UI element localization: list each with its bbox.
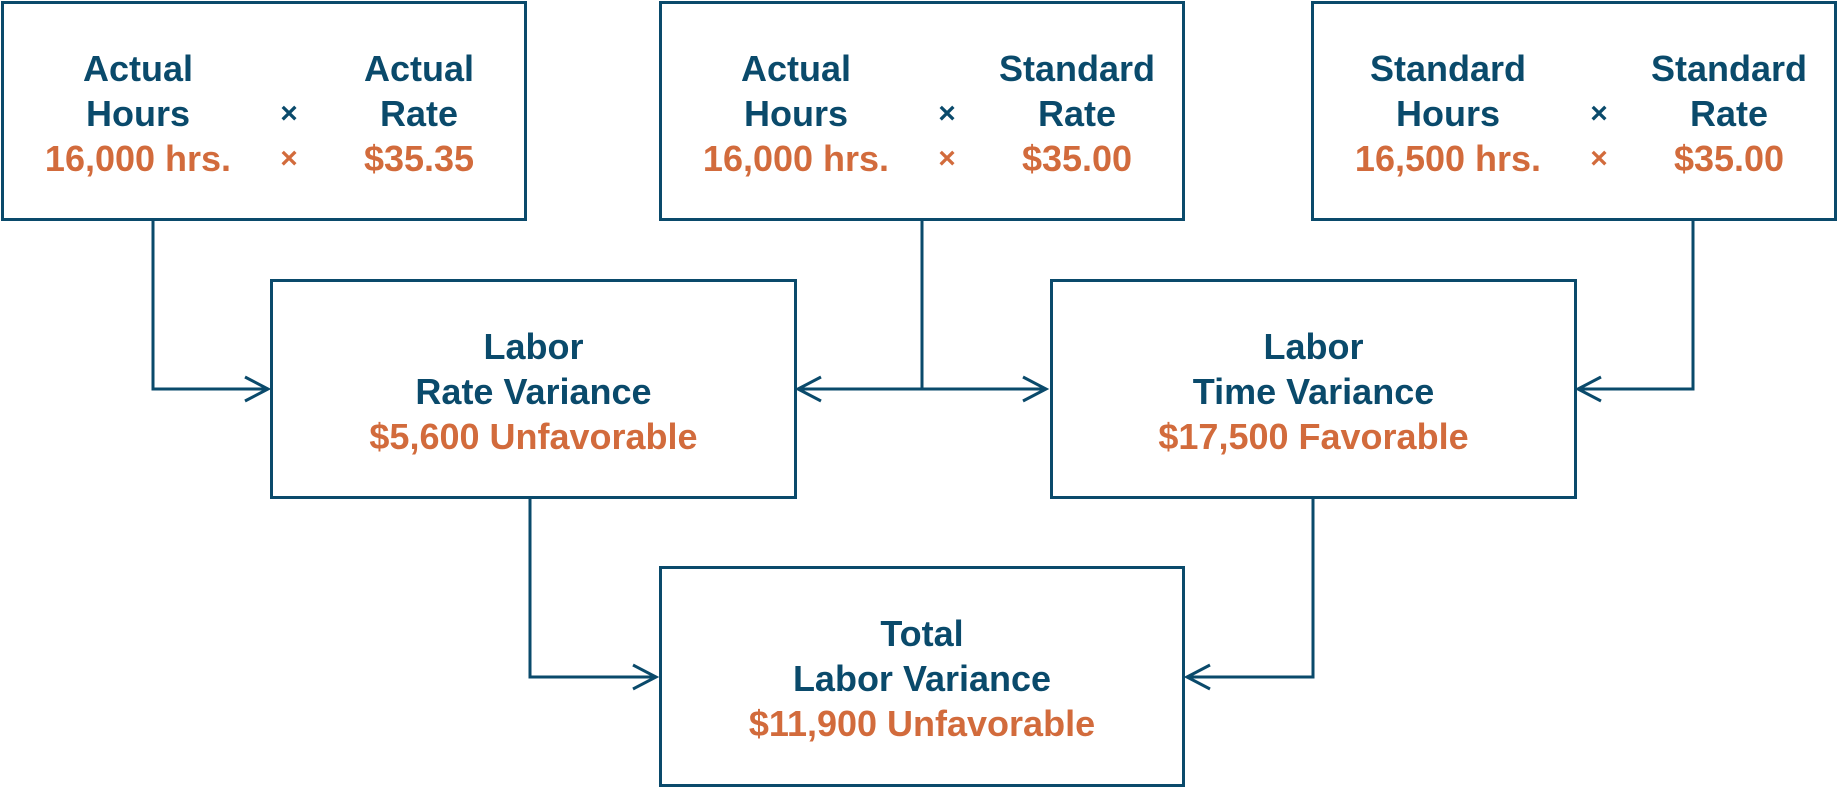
arrowhead-rate-variance-right [794, 375, 822, 403]
labor-time-variance-title-line2: Time Variance [1192, 371, 1435, 412]
actual-hours-standard-rate-box: Actual Hours × Standard Rate 16,000 hrs.… [659, 1, 1185, 221]
standard-rate-label: Standard Rate [998, 48, 1156, 134]
total-labor-variance-value: $11,900 Unfavorable [748, 703, 1096, 744]
arrowhead-total-left [632, 663, 660, 691]
actual-hours-label: Actual Hours [82, 48, 194, 134]
actual-rate-label: Actual Rate [363, 48, 475, 134]
arrowhead-time-variance-right [1574, 375, 1602, 403]
labor-rate-variance-text: Labor Rate Variance $5,600 Unfavorable [273, 324, 794, 459]
standard-rate-label: Standard Rate [1650, 48, 1808, 134]
total-labor-variance-text: Total Labor Variance $11,900 Unfavorable [662, 611, 1182, 746]
multiply-symbol: × [938, 142, 956, 175]
standard-hours-value: 16,500 hrs. [1354, 138, 1542, 179]
labor-rate-variance-title-line2: Rate Variance [415, 371, 652, 412]
arrowhead-time-variance-left [1022, 375, 1050, 403]
arrowhead-rate-variance-left [244, 375, 272, 403]
labor-rate-variance-box: Labor Rate Variance $5,600 Unfavorable [270, 279, 797, 499]
multiply-symbol: × [1590, 97, 1608, 130]
labor-rate-variance-value: $5,600 Unfavorable [369, 416, 698, 457]
actual-rate-value: $35.35 [363, 138, 475, 179]
labor-rate-variance-title-line1: Labor [483, 326, 584, 367]
connector-rate-variance-to-total [528, 498, 656, 679]
actual-hours-label: Actual Hours [740, 48, 852, 134]
standard-hours-label: Standard Hours [1369, 48, 1527, 134]
standard-rate-value: $35.00 [1021, 138, 1133, 179]
labor-time-variance-value: $17,500 Favorable [1158, 416, 1469, 457]
standard-hours-standard-rate-box: Standard Hours × Standard Rate 16,500 hr… [1311, 1, 1837, 221]
total-labor-variance-title-line1: Total [880, 613, 964, 654]
actual-hours-actual-rate-box: Actual Hours × Actual Rate 16,000 hrs. ×… [1, 1, 527, 221]
arrowhead-total-right [1183, 663, 1211, 691]
total-labor-variance-title-line2: Labor Variance [792, 658, 1052, 699]
actual-hours-value: 16,000 hrs. [44, 138, 232, 179]
labor-time-variance-text: Labor Time Variance $17,500 Favorable [1053, 324, 1574, 459]
multiply-symbol: × [280, 142, 298, 175]
multiply-symbol: × [1590, 142, 1608, 175]
labor-time-variance-title-line1: Labor [1263, 326, 1364, 367]
total-labor-variance-box: Total Labor Variance $11,900 Unfavorable [659, 566, 1185, 787]
connector-standard-hours-to-time-variance [1578, 220, 1695, 391]
actual-hours-value: 16,000 hrs. [702, 138, 890, 179]
connector-actual-rate-to-rate-variance [151, 220, 268, 391]
multiply-symbol: × [938, 97, 956, 130]
standard-rate-value: $35.00 [1673, 138, 1785, 179]
multiply-symbol: × [280, 97, 298, 130]
labor-time-variance-box: Labor Time Variance $17,500 Favorable [1050, 279, 1577, 499]
connector-time-variance-to-total [1187, 498, 1315, 679]
